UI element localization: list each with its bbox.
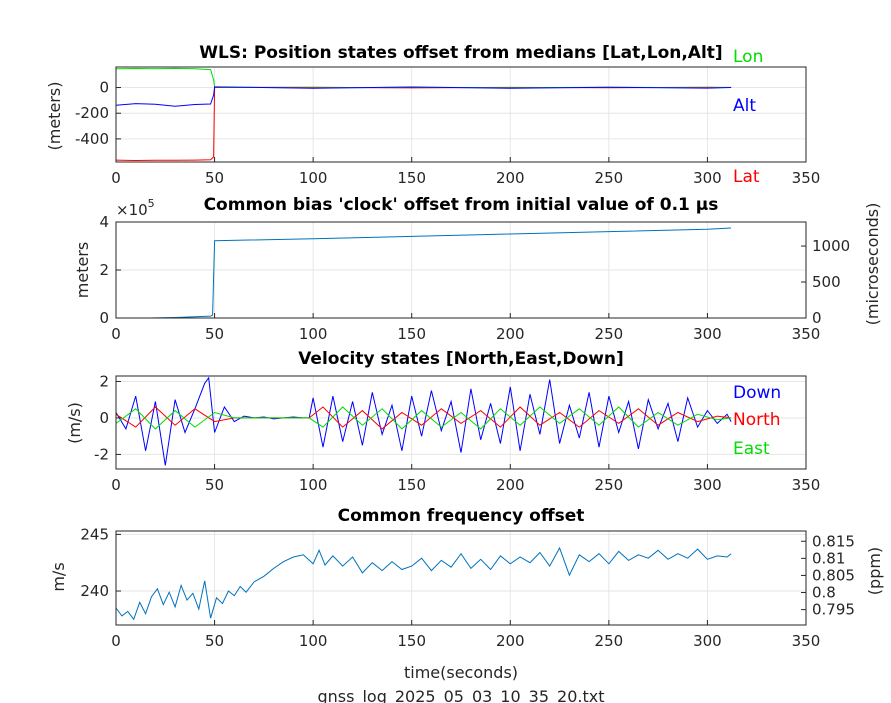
- x-tick-label: 50: [205, 325, 224, 343]
- x-tick-label: 50: [205, 632, 224, 650]
- x-tick-label: 200: [496, 632, 525, 650]
- x-tick-label: 150: [397, 476, 426, 494]
- x-tick-label: 300: [693, 325, 722, 343]
- x-tick-label: 100: [299, 169, 328, 187]
- grid-lines: [115, 67, 807, 162]
- x-tick-label: 0: [111, 169, 121, 187]
- x-tick-label: 50: [205, 169, 224, 187]
- x-tick-label: 100: [299, 476, 328, 494]
- plot-area: [116, 531, 806, 625]
- axes-frame: [115, 375, 807, 470]
- velocity-chart-title: Velocity states [North,East,Down]: [298, 349, 624, 369]
- series-line-north: [115, 406, 732, 430]
- axes-frame: [115, 530, 807, 626]
- x-tick-label: 250: [595, 632, 624, 650]
- position-y-axis-label: (meters): [45, 82, 64, 151]
- clock-bias-panel: Common bias 'clock' offset from initial …: [73, 195, 882, 343]
- frequency-y-axis-label: m/s: [49, 562, 68, 591]
- x-tick-label: 350: [792, 325, 821, 343]
- grid-lines: [115, 221, 807, 319]
- x-tick-label: 0: [111, 325, 121, 343]
- y-tick-label: 245: [80, 525, 109, 543]
- clock-bias-y-axis-label: meters: [73, 242, 92, 298]
- x-tick-label: 150: [397, 632, 426, 650]
- velocity-panel: Velocity states [North,East,Down] (m/s) …: [65, 349, 820, 494]
- legend-east: East: [733, 439, 770, 459]
- x-tick-label: 350: [792, 476, 821, 494]
- legend-down: Down: [733, 383, 781, 403]
- x-tick-label: 300: [693, 632, 722, 650]
- series-line: [149, 227, 732, 319]
- legend-alt: Alt: [733, 96, 756, 116]
- x-tick-label: 250: [595, 325, 624, 343]
- right-tick-label: 0.805: [812, 566, 855, 584]
- x-tick-label: 150: [397, 325, 426, 343]
- exponent-power: 5: [148, 197, 155, 210]
- right-tick-label: 0.81: [812, 549, 845, 567]
- right-tick-label: 0.795: [812, 601, 855, 619]
- legend-lon: Lon: [733, 47, 763, 67]
- x-tick-label: 300: [693, 476, 722, 494]
- x-tick-label: 250: [595, 476, 624, 494]
- frequency-right-axis-label: (ppm): [865, 547, 884, 595]
- x-tick-label: 200: [496, 476, 525, 494]
- position-panel: WLS: Position states offset from medians…: [45, 43, 820, 187]
- y-tick-label: -400: [75, 130, 109, 148]
- series-line-alt: [115, 86, 732, 107]
- x-tick-label: 350: [792, 169, 821, 187]
- right-tick-label: 0.8: [812, 584, 836, 602]
- legend-lat: Lat: [733, 167, 760, 187]
- plot-area: [116, 67, 806, 162]
- x-tick-label: 100: [299, 325, 328, 343]
- plot-area: [116, 376, 806, 469]
- right-tick-label: 1000: [812, 237, 850, 255]
- series-line-down: [115, 376, 732, 466]
- x-tick-label: 200: [496, 325, 525, 343]
- y-tick-label: -2: [94, 445, 109, 463]
- x-tick-label: 0: [111, 632, 121, 650]
- exponent-base: ×10: [116, 201, 148, 219]
- y-tick-label: 2: [99, 372, 109, 390]
- y-tick-label: 0: [99, 409, 109, 427]
- y-tick-label: 0: [99, 309, 109, 327]
- frequency-x-axis-label: time(seconds): [404, 663, 518, 682]
- y-tick-label: -200: [75, 104, 109, 122]
- grid-lines: [115, 531, 807, 625]
- x-tick-label: 100: [299, 632, 328, 650]
- y-tick-label: 2: [99, 261, 109, 279]
- log-filename: gnss_log_2025_05_03_10_35_20.txt: [318, 687, 605, 703]
- x-tick-label: 300: [693, 169, 722, 187]
- x-tick-label: 0: [111, 476, 121, 494]
- x-tick-label: 50: [205, 476, 224, 494]
- x-tick-label: 350: [792, 632, 821, 650]
- y-tick-label: 0: [99, 79, 109, 97]
- clock-bias-right-axis-label: (microseconds): [863, 203, 882, 326]
- clock-bias-chart-title: Common bias 'clock' offset from initial …: [204, 195, 719, 215]
- right-tick-label: 500: [812, 273, 841, 291]
- y-tick-label: 240: [80, 582, 109, 600]
- grid-lines: [115, 376, 807, 469]
- axes-frame: [115, 66, 807, 163]
- series-line: [115, 546, 732, 621]
- frequency-panel: Common frequency offset m/s (ppm) time(s…: [49, 506, 884, 682]
- position-chart-title: WLS: Position states offset from medians…: [199, 43, 722, 63]
- x-tick-label: 200: [496, 169, 525, 187]
- series-line-east: [115, 406, 732, 430]
- x-tick-label: 250: [595, 169, 624, 187]
- velocity-y-axis-label: (m/s): [65, 402, 84, 444]
- legend-north: North: [733, 410, 781, 430]
- clock-bias-exponent-label: ×105: [116, 197, 155, 219]
- y-tick-label: 4: [99, 213, 109, 231]
- right-tick-label: 0: [812, 309, 822, 327]
- right-tick-label: 0.815: [812, 532, 855, 550]
- frequency-chart-title: Common frequency offset: [338, 506, 585, 526]
- x-tick-label: 150: [397, 169, 426, 187]
